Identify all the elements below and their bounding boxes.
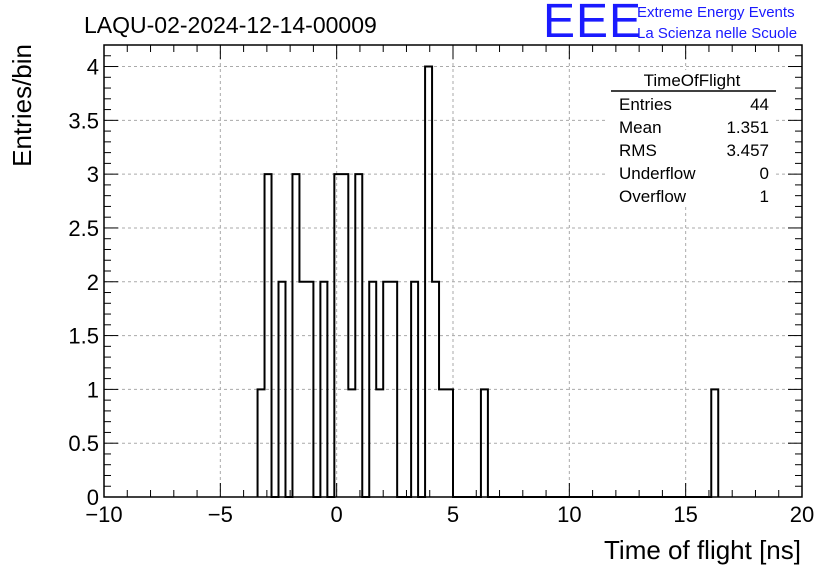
stats-value: 3.457 [726,141,769,160]
y-tick-label: 1 [87,377,99,402]
stats-box: TimeOfFlight Entries 44 Mean 1.351 RMS 3… [606,70,776,206]
x-tick-label: 20 [790,502,814,527]
y-tick-label: 0 [87,485,99,510]
x-tick-label: 15 [673,502,697,527]
stats-value: 1 [760,187,769,206]
stats-value: 44 [750,95,769,114]
stats-label: Underflow [619,164,696,183]
x-tick-label: 10 [557,502,581,527]
y-axis-title: Entries/bin [7,44,37,167]
brand-line-1: Extreme Energy Events [637,4,795,21]
y-tick-label: 1.5 [68,324,99,349]
eee-logo: EEE [543,0,643,48]
x-tick-label: −10 [85,502,122,527]
stats-label: Entries [619,95,672,114]
stats-title: TimeOfFlight [644,71,741,90]
x-tick-label: −5 [208,502,233,527]
stats-value: 1.351 [726,118,769,137]
x-tick-label: 5 [447,502,459,527]
brand-line-2: La Scienza nelle Scuole [637,25,798,42]
eee-brand: EEE Extreme Energy Events La Scienza nel… [543,0,833,48]
y-tick-label: 0.5 [68,431,99,456]
y-tick-label: 3.5 [68,108,99,133]
chart-title: LAQU-02-2024-12-14-00009 [84,12,377,38]
axis-ticks [103,44,803,498]
stats-label: RMS [619,141,657,160]
y-tick-label: 3 [87,162,99,187]
y-tick-labels: 0 0.5 1 1.5 2 2.5 3 3.5 4 [68,55,99,510]
stats-label: Mean [619,118,662,137]
stats-value: 0 [760,164,769,183]
y-tick-label: 4 [87,55,99,80]
stats-label: Overflow [619,187,687,206]
y-tick-label: 2 [87,270,99,295]
y-tick-label: 2.5 [68,216,99,241]
x-axis-title: Time of flight [ns] [604,535,801,565]
x-tick-labels: −10 −5 0 5 10 15 20 [85,502,814,527]
x-tick-label: 0 [331,502,343,527]
